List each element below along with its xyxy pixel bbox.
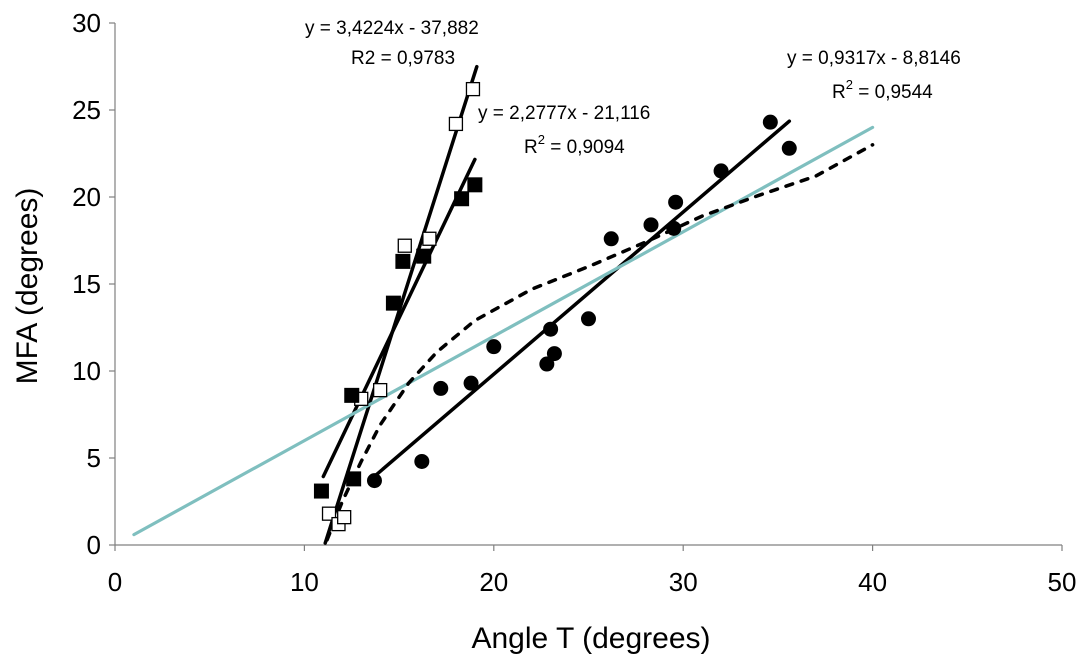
data-point-filled-square: [346, 471, 362, 487]
data-point-filled-square: [467, 177, 483, 193]
y-tick-label: 10: [72, 356, 101, 386]
equation-2-r2-value: = 0,9094: [545, 137, 625, 158]
equation-3-r2-value: = 0,9544: [853, 82, 933, 103]
fit-lines: [132, 64, 875, 545]
axes: [109, 22, 1063, 551]
data-point-circle: [433, 380, 449, 396]
equation-1-r2: R2 = 0,9783: [351, 48, 455, 69]
data-point-circle: [366, 473, 382, 489]
equation-3-formula: y = 0,9317x - 8,8146: [787, 48, 961, 69]
data-point-circle: [762, 114, 778, 130]
data-point-circle: [414, 453, 430, 469]
data-point-circle: [666, 220, 682, 236]
data-point-circle: [463, 375, 479, 391]
data-point-circle: [543, 321, 559, 337]
equation-annotation-1: y = 3,4224x - 37,882 R2 = 0,9783: [305, 18, 479, 69]
y-tick-label: 0: [87, 530, 101, 560]
fit-line-1: [323, 64, 479, 545]
data-point-circle: [581, 311, 596, 327]
data-point-filled-square: [395, 253, 411, 269]
fit-line-3: [372, 119, 792, 479]
data-point-open-square: [448, 116, 464, 132]
data-point-open-square: [397, 238, 412, 253]
equation-annotation-3: y = 0,9317x - 8,8146 R2 = 0,9544: [787, 48, 961, 103]
x-tick-label: 0: [108, 567, 122, 597]
equation-2-r2-prefix: R: [524, 137, 538, 158]
data-point-filled-square: [454, 191, 470, 207]
x-tick-label: 30: [669, 567, 698, 597]
equation-annotation-2: y = 2,2777x - 21,116 R2 = 0,9094: [478, 103, 650, 158]
data-point-open-square: [422, 231, 437, 246]
data-point-circle: [668, 194, 684, 210]
y-tick-label: 25: [72, 95, 101, 125]
x-tick-label: 50: [1048, 567, 1077, 597]
data-point-open-square: [337, 510, 352, 525]
data-point-open-square: [321, 506, 337, 521]
data-point-open-square: [373, 382, 388, 398]
data-point-circle: [546, 346, 562, 362]
fit-line-5: [325, 143, 875, 542]
equation-1-formula: y = 3,4224x - 37,882: [305, 18, 479, 39]
fit-line-4: [132, 125, 875, 537]
data-point-open-square: [465, 81, 481, 97]
data-point-circle: [781, 140, 797, 156]
equation-2-r2-sup: 2: [538, 132, 545, 147]
y-tick-label: 20: [72, 182, 101, 212]
tick-labels: 0 10 20 30 40 50 0 5 10 15 20 25 30: [72, 8, 1076, 597]
data-point-circle: [603, 231, 619, 247]
x-tick-label: 20: [479, 567, 508, 597]
y-tick-label: 30: [72, 8, 101, 38]
y-axis-title: MFA (degrees): [11, 188, 44, 385]
equation-2-formula: y = 2,2777x - 21,116: [478, 103, 650, 124]
data-points: [313, 81, 797, 532]
x-axis-title: Angle T (degrees): [471, 622, 710, 655]
data-point-circle: [643, 217, 659, 233]
equation-2-r2: R2 = 0,9094: [524, 132, 625, 158]
data-point-filled-square: [313, 483, 329, 499]
y-tick-label: 15: [72, 269, 101, 299]
data-point-circle: [486, 339, 502, 355]
data-point-circle: [539, 356, 555, 372]
data-point-filled-square: [416, 248, 432, 264]
equation-3-r2-prefix: R: [832, 82, 846, 103]
y-tick-label: 5: [87, 443, 101, 473]
data-point-filled-square: [385, 295, 401, 311]
data-point-filled-square: [344, 387, 360, 403]
fit-line-2: [321, 157, 477, 479]
x-tick-label: 40: [858, 567, 887, 597]
equation-3-r2: R2 = 0,9544: [832, 77, 933, 103]
equation-1-r2-text: R2 = 0,9783: [351, 48, 455, 69]
x-tick-label: 10: [290, 567, 319, 597]
data-point-circle: [713, 163, 729, 179]
equation-3-r2-sup: 2: [846, 77, 853, 92]
